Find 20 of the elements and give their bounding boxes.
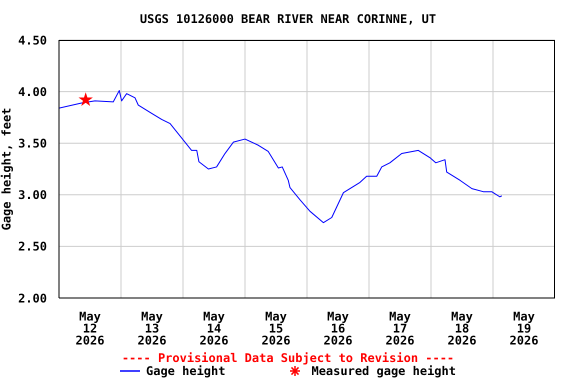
y-tick-label: 3.50: [18, 136, 47, 150]
x-tick-label: May 14 2026: [200, 310, 228, 348]
y-tick-label: 2.00: [18, 291, 47, 306]
y-axis-title: Gage height, feet: [0, 108, 14, 230]
x-tick-label: May 19 2026: [510, 310, 538, 348]
x-tick-label: May 13 2026: [138, 310, 166, 348]
x-tick-label: May 16 2026: [324, 310, 352, 348]
line-series: [59, 90, 502, 224]
chart-title: USGS 10126000 BEAR RIVER NEAR CORINNE, UT: [138, 12, 438, 26]
legend-label: Gage height: [145, 364, 226, 378]
text: ---- Provisional Data Subject to Revision ----: [120, 351, 456, 365]
y-tick-label: 4.00: [18, 84, 47, 99]
x-tick-label: May 17 2026: [386, 310, 414, 348]
legend-label: Measured gage height: [311, 364, 456, 378]
x-tick-label: May 15 2026: [262, 310, 290, 348]
y-tick-label: 3.00: [18, 188, 47, 202]
y-tick-label: 2.50: [18, 240, 47, 254]
x-tick-label: May 18 2026: [448, 310, 476, 348]
x-tick-label: May 12 2026: [76, 310, 104, 348]
y-tick-label: 4.50: [18, 33, 47, 48]
